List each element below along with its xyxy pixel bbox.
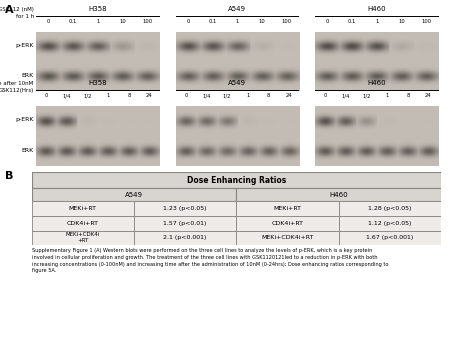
Text: 100: 100 bbox=[421, 19, 432, 24]
Text: Dose Enhancing Ratios: Dose Enhancing Ratios bbox=[187, 176, 286, 185]
Text: H460: H460 bbox=[368, 6, 386, 12]
Text: H460: H460 bbox=[329, 192, 348, 198]
Text: 1/4: 1/4 bbox=[202, 93, 211, 98]
Bar bbox=[338, 216, 441, 231]
Text: GSK112 (nM): GSK112 (nM) bbox=[0, 7, 34, 12]
Text: CDK4i+RT: CDK4i+RT bbox=[271, 221, 303, 226]
Text: 10: 10 bbox=[259, 19, 266, 24]
Bar bbox=[236, 216, 338, 231]
Text: 0: 0 bbox=[186, 19, 189, 24]
Text: CDK4i+RT: CDK4i+RT bbox=[67, 221, 99, 226]
Text: ERK: ERK bbox=[22, 148, 34, 153]
Text: 10: 10 bbox=[398, 19, 405, 24]
Bar bbox=[236, 188, 441, 201]
Bar bbox=[32, 172, 441, 188]
Text: 100: 100 bbox=[282, 19, 292, 24]
Text: 0: 0 bbox=[324, 93, 327, 98]
Text: 8: 8 bbox=[266, 93, 270, 98]
Text: Supplementary Figure 1 (A) Western blots were performed on the three cell lines : Supplementary Figure 1 (A) Western blots… bbox=[32, 248, 388, 273]
Text: 24: 24 bbox=[146, 93, 153, 98]
Text: 1: 1 bbox=[236, 19, 239, 24]
Bar bbox=[134, 216, 236, 231]
Text: H460: H460 bbox=[368, 80, 386, 86]
Text: 0.1: 0.1 bbox=[348, 19, 356, 24]
Text: 1.57 (p<0.01): 1.57 (p<0.01) bbox=[163, 221, 207, 226]
Text: 0: 0 bbox=[47, 19, 50, 24]
Text: B: B bbox=[4, 171, 13, 181]
Text: 8: 8 bbox=[406, 93, 410, 98]
Text: H358: H358 bbox=[89, 80, 107, 86]
Text: 1: 1 bbox=[375, 19, 378, 24]
Text: MEKi+CDK4i
+RT: MEKi+CDK4i +RT bbox=[66, 233, 100, 243]
Text: 1.67 (p<0.001): 1.67 (p<0.001) bbox=[366, 235, 414, 240]
Bar bbox=[236, 201, 338, 216]
Text: A549: A549 bbox=[229, 6, 247, 12]
Text: 24: 24 bbox=[425, 93, 432, 98]
Text: 10: 10 bbox=[119, 19, 126, 24]
Text: 1: 1 bbox=[246, 93, 249, 98]
Text: 1/4: 1/4 bbox=[342, 93, 350, 98]
Text: for 1 h: for 1 h bbox=[16, 14, 34, 19]
Text: H358: H358 bbox=[89, 6, 107, 12]
Bar bbox=[32, 188, 236, 201]
Text: 0: 0 bbox=[184, 93, 188, 98]
Text: 100: 100 bbox=[142, 19, 153, 24]
Text: 8: 8 bbox=[127, 93, 130, 98]
Text: GSK112(Hrs): GSK112(Hrs) bbox=[0, 88, 34, 93]
Text: 1: 1 bbox=[96, 19, 99, 24]
Text: 0: 0 bbox=[45, 93, 48, 98]
Text: 24: 24 bbox=[286, 93, 292, 98]
Bar bbox=[338, 231, 441, 245]
Text: MEKi+RT: MEKi+RT bbox=[274, 206, 302, 211]
Text: 1.12 (p<0.05): 1.12 (p<0.05) bbox=[368, 221, 411, 226]
Bar bbox=[32, 201, 134, 216]
Text: 1.28 (p<0.05): 1.28 (p<0.05) bbox=[368, 206, 411, 211]
Text: 1/2: 1/2 bbox=[83, 93, 92, 98]
Text: 1: 1 bbox=[386, 93, 389, 98]
Text: 2.1 (p<0.001): 2.1 (p<0.001) bbox=[163, 235, 207, 240]
Text: 0.1: 0.1 bbox=[208, 19, 217, 24]
Text: 1: 1 bbox=[107, 93, 110, 98]
Text: MEKi+CDK4i+RT: MEKi+CDK4i+RT bbox=[261, 235, 314, 240]
Text: 0: 0 bbox=[326, 19, 329, 24]
Text: A549: A549 bbox=[229, 80, 247, 86]
Bar bbox=[32, 216, 134, 231]
Bar bbox=[338, 201, 441, 216]
Text: 1.23 (p<0.05): 1.23 (p<0.05) bbox=[163, 206, 207, 211]
Text: p-ERK: p-ERK bbox=[15, 117, 34, 122]
Text: 1/2: 1/2 bbox=[223, 93, 231, 98]
Bar bbox=[134, 231, 236, 245]
Bar bbox=[32, 231, 134, 245]
Text: 1/2: 1/2 bbox=[362, 93, 371, 98]
Text: MEKi+RT: MEKi+RT bbox=[69, 206, 97, 211]
Text: A: A bbox=[4, 5, 13, 15]
Text: A549: A549 bbox=[125, 192, 143, 198]
Bar bbox=[134, 201, 236, 216]
Bar bbox=[236, 231, 338, 245]
Text: 0.1: 0.1 bbox=[69, 19, 77, 24]
Text: p-ERK: p-ERK bbox=[15, 43, 34, 48]
Text: ERK: ERK bbox=[22, 73, 34, 78]
Text: Time after 10nM: Time after 10nM bbox=[0, 80, 34, 86]
Text: 1/4: 1/4 bbox=[63, 93, 71, 98]
